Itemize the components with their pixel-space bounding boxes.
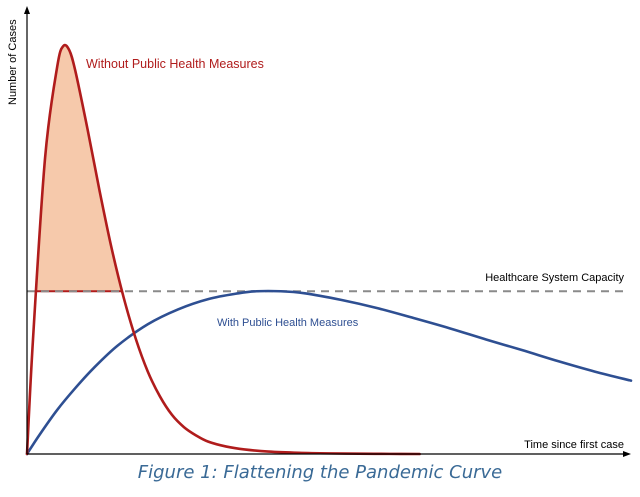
series-label-without-measures: Without Public Health Measures — [86, 57, 264, 71]
x-axis-arrowhead — [623, 451, 631, 457]
y-axis-arrowhead — [24, 6, 30, 14]
plot-layer — [25, 43, 633, 456]
y-axis-label: Number of Cases — [7, 19, 19, 105]
axis-layer: Number of Cases Time since first case He… — [7, 6, 631, 457]
x-axis-label: Time since first case — [524, 439, 624, 451]
excess-cases-area — [36, 45, 123, 292]
series-line-with-measures — [25, 289, 633, 456]
capacity-label: Healthcare System Capacity — [485, 272, 624, 284]
figure-caption: Figure 1: Flattening the Pandemic Curve — [137, 462, 503, 483]
series-line-without-measures — [25, 43, 421, 456]
series-label-with-measures: With Public Health Measures — [217, 317, 359, 329]
